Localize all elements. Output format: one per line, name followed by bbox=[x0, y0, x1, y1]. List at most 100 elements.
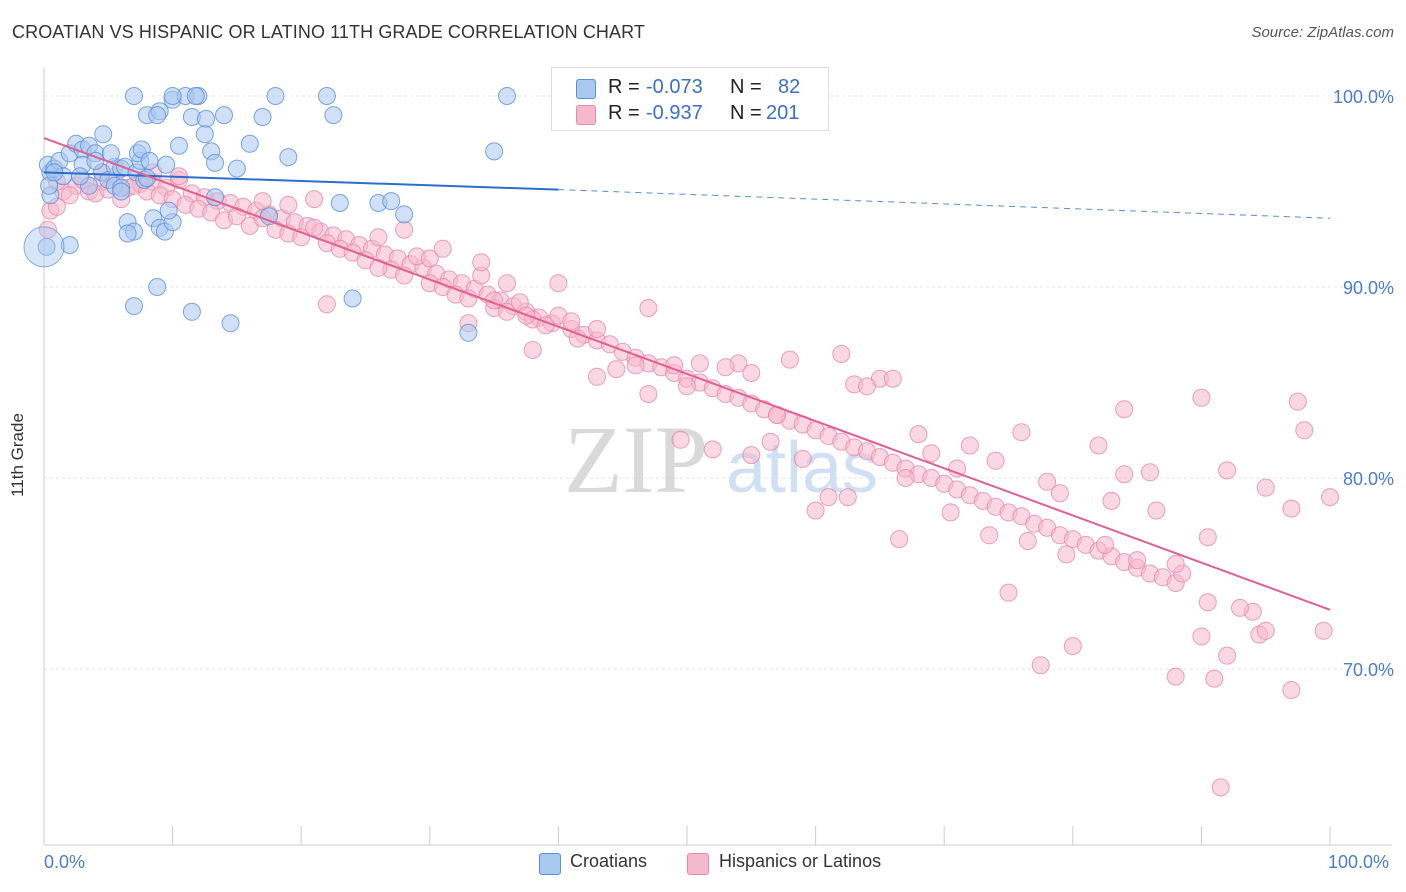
croatians-point bbox=[159, 201, 178, 220]
source-credit: Source: ZipAtlas.com bbox=[1251, 24, 1394, 41]
stats-legend: R = -0.073 N = 82 R = -0.937 N = 201 bbox=[551, 67, 829, 131]
hispanics-point bbox=[1018, 532, 1037, 550]
hispanics-point bbox=[1198, 528, 1217, 547]
hispanics-point bbox=[678, 377, 696, 396]
hispanics-point bbox=[1192, 388, 1211, 407]
croatians-point bbox=[317, 87, 336, 105]
hispanics-point bbox=[1256, 478, 1275, 497]
croatians-swatch bbox=[576, 79, 596, 99]
hispanics-point bbox=[703, 440, 722, 459]
hispanics-point bbox=[1057, 545, 1076, 564]
croatians-trend-extension bbox=[558, 189, 1331, 219]
n-value: 201 bbox=[766, 102, 800, 124]
croatians-point bbox=[71, 167, 89, 186]
hispanics-point bbox=[395, 220, 414, 239]
y-tick-label-70: 70.0% bbox=[1342, 660, 1394, 680]
hispanics-point bbox=[1321, 488, 1339, 507]
r-value: -0.073 bbox=[646, 76, 703, 98]
series-croatians-points bbox=[23, 87, 516, 342]
hispanics-point bbox=[588, 367, 606, 386]
croatians-point bbox=[498, 87, 516, 105]
hispanics-point bbox=[883, 369, 902, 388]
croatians-point bbox=[148, 106, 167, 125]
hispanics-point bbox=[1231, 598, 1249, 617]
x-tick-label-max: 100.0% bbox=[1328, 852, 1390, 872]
hispanics-point bbox=[1089, 436, 1108, 455]
hispanics-point bbox=[523, 341, 542, 359]
hispanics-point bbox=[317, 295, 336, 314]
hispanics-trend-line bbox=[43, 137, 1331, 611]
hispanics-point bbox=[1198, 593, 1217, 612]
croatians-point bbox=[125, 87, 143, 105]
croatians-point bbox=[125, 297, 143, 316]
hispanics-point bbox=[1115, 400, 1134, 419]
hispanics-point bbox=[1128, 551, 1147, 570]
n-label: N = bbox=[730, 102, 762, 124]
hispanics-point bbox=[742, 446, 761, 465]
hispanics-point bbox=[1282, 499, 1301, 518]
hispanics-point bbox=[549, 274, 568, 293]
hispanics-point bbox=[1166, 667, 1185, 686]
hispanics-point bbox=[838, 488, 857, 507]
watermark-zip: ZIP bbox=[564, 406, 708, 513]
hispanics-legend-label: Hispanics or Latinos bbox=[719, 851, 882, 871]
y-tick-label-100: 100.0% bbox=[1332, 87, 1394, 107]
hispanics-legend-swatch bbox=[687, 853, 709, 875]
hispanics-point bbox=[420, 249, 439, 268]
hispanics-point bbox=[1102, 491, 1121, 510]
croatians-point bbox=[163, 87, 182, 105]
hispanics-point bbox=[639, 385, 658, 403]
croatians-point bbox=[253, 108, 272, 126]
hispanics-point bbox=[607, 360, 626, 379]
r-label: R = bbox=[608, 76, 640, 98]
hispanics-point bbox=[1218, 461, 1237, 480]
y-axis-label: 11th Grade bbox=[8, 413, 27, 497]
hispanics-point bbox=[890, 530, 909, 549]
croatians-point bbox=[197, 109, 215, 128]
r-value: -0.937 bbox=[646, 102, 703, 124]
hispanics-point bbox=[1288, 392, 1307, 411]
hispanics-point bbox=[986, 451, 1005, 470]
hispanics-point bbox=[588, 320, 606, 338]
n-label: N = bbox=[730, 76, 762, 98]
croatians-point bbox=[186, 87, 205, 105]
hispanics-point bbox=[980, 526, 999, 545]
hispanics-point bbox=[305, 218, 324, 237]
hispanics-point bbox=[1063, 637, 1082, 656]
chart-title: CROATIAN VS HISPANIC OR LATINO 11TH GRAD… bbox=[12, 22, 645, 42]
hispanics-point bbox=[960, 436, 979, 455]
croatians-point bbox=[206, 153, 224, 172]
hispanics-point bbox=[1192, 627, 1211, 646]
croatians-point bbox=[395, 205, 414, 224]
hispanics-point bbox=[1211, 778, 1230, 797]
hispanics-point bbox=[832, 344, 851, 363]
croatians-point bbox=[182, 302, 201, 321]
hispanics-point bbox=[819, 488, 838, 507]
hispanics-point bbox=[60, 186, 79, 205]
hispanics-point bbox=[1166, 555, 1185, 573]
hispanics-point bbox=[369, 228, 388, 247]
croatians-point bbox=[37, 237, 56, 256]
hispanics-point bbox=[1218, 646, 1237, 665]
croatians-point bbox=[170, 136, 188, 155]
croatians-point bbox=[485, 142, 504, 161]
croatians-legend-label: Croatians bbox=[570, 851, 648, 871]
hispanics-point bbox=[639, 299, 658, 317]
hispanics-point bbox=[858, 377, 876, 396]
r-label: R = bbox=[608, 102, 640, 124]
croatians-point-large bbox=[23, 226, 65, 268]
croatians-point bbox=[227, 159, 246, 178]
hispanics-point bbox=[922, 444, 941, 463]
hispanics-point bbox=[562, 312, 581, 331]
croatians-trend-line bbox=[43, 171, 559, 191]
hispanics-point bbox=[1282, 681, 1301, 699]
hispanics-point bbox=[433, 239, 452, 258]
hispanics-point bbox=[1141, 463, 1159, 482]
hispanics-point bbox=[1115, 465, 1134, 484]
croatians-point bbox=[459, 323, 478, 342]
hispanics-point bbox=[1031, 656, 1050, 675]
hispanics-swatch bbox=[576, 105, 596, 125]
hispanics-point bbox=[716, 358, 735, 377]
stats-row-hispanics: R = -0.937 N = 201 bbox=[552, 102, 828, 126]
